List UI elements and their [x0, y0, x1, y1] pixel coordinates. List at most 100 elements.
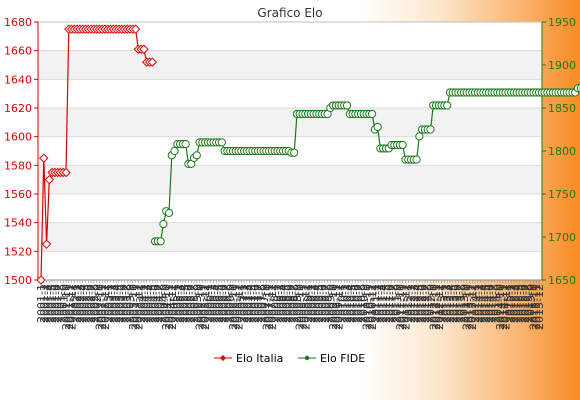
x-tick-label: 2008-8	[288, 284, 301, 323]
data-point-italia	[36, 275, 46, 285]
data-point-italia	[44, 174, 55, 185]
x-tick-label: 2001-6	[49, 284, 62, 323]
x-tick-label: 2002-8	[88, 284, 101, 323]
x-tick-label: 2001-11	[63, 284, 76, 330]
x-tick-label: 2003-12	[132, 284, 145, 330]
x-tick-label: 2001-10	[60, 284, 73, 330]
y-right-tick-label: 1800	[548, 145, 576, 158]
legend-box	[211, 348, 371, 368]
x-tick-label: 2012-11	[430, 284, 443, 330]
y-right-tick-label: 1700	[548, 231, 576, 244]
legend-item-fide[interactable]: Elo FIDE	[298, 352, 365, 365]
data-point-fide	[159, 220, 168, 229]
x-tick-label: 2006-11	[230, 284, 243, 330]
x-tick-label: 2009-8	[322, 284, 335, 323]
x-tick-label: 2012-5	[413, 284, 426, 323]
legend-item-italia[interactable]: Elo Italia	[214, 352, 283, 365]
x-tick-label: 2009-4	[310, 284, 323, 323]
x-tick-label: 2010-1	[335, 284, 348, 323]
y-left-tick-label: 1620	[4, 102, 32, 115]
x-tick-label: 2010-7	[352, 284, 365, 323]
x-tick-label: 2005-8	[188, 284, 201, 323]
x-tick-label: 2015-5	[514, 284, 527, 323]
x-tick-label: 2003-2	[105, 284, 118, 323]
x-tick-label: 2008-4	[277, 284, 290, 323]
x-tick-label: 2009-5	[313, 284, 326, 323]
x-tick-label: 2009-12	[333, 284, 346, 330]
x-tick-label: 2015-11	[530, 284, 543, 330]
x-tick-label: 2005-4	[177, 284, 190, 323]
x-tick-label: 2001-4	[43, 284, 56, 323]
legend-label-fide: Elo FIDE	[320, 352, 365, 365]
plot-band	[38, 108, 542, 137]
x-tick-label: 2006-10	[227, 284, 240, 330]
x-tick-label: 2003-11	[130, 284, 143, 330]
x-tick-label: 2002-12	[99, 284, 112, 330]
x-tick-label: 2015-7	[519, 284, 532, 323]
data-point-fide	[426, 125, 435, 134]
x-tick-label: 2008-12	[299, 284, 312, 330]
x-tick-label: 2004-8	[155, 284, 168, 323]
x-tick-label: 2005-2	[171, 284, 184, 323]
x-tick-label: 2009-2	[305, 284, 318, 323]
x-tick-label: 2002-1	[68, 284, 81, 323]
x-tick-label: 2008-3	[274, 284, 287, 323]
x-tick-label: 2011-6	[383, 284, 396, 323]
plot-band	[38, 251, 542, 280]
x-tick-label: 2006-6	[216, 284, 229, 323]
x-tick-label: 2004-7	[152, 284, 165, 323]
x-tick-label: 2014-12	[500, 284, 513, 330]
x-tick-label: 2014-1	[469, 284, 482, 323]
x-tick-label: 2004-11	[163, 284, 176, 330]
x-tick-label: 2005-9	[191, 284, 204, 323]
x-tick-label: 2009-3	[308, 284, 321, 323]
x-tick-label: 2013-3	[441, 284, 454, 323]
x-tick-label: 2003-10	[127, 284, 140, 330]
x-tick-label: 2006-4	[210, 284, 223, 323]
x-tick-label: 2003-1	[102, 284, 115, 323]
x-tick-label: 2006-5	[213, 284, 226, 323]
data-point-italia	[130, 24, 141, 34]
x-tick-label: 2012-3	[408, 284, 421, 323]
data-point-fide	[217, 138, 226, 147]
circle-marker-icon	[304, 355, 310, 361]
x-tick-label: 2002-11	[96, 284, 109, 330]
x-tick-label: 2002-3	[74, 284, 87, 323]
x-tick-label: 2013-2	[438, 284, 451, 323]
x-tick-label: 2011-8	[388, 284, 401, 323]
data-point-fide	[576, 84, 580, 93]
x-tick-label: 2004-1	[135, 284, 148, 323]
data-point-italia	[41, 239, 52, 249]
x-tick-label: 2014-3	[475, 284, 488, 323]
y-right-tick-label: 1900	[548, 59, 576, 72]
x-tick-label: 2013-6	[450, 284, 463, 323]
data-point-italia	[139, 44, 149, 54]
x-tick-label: 2010-4	[344, 284, 357, 323]
x-tick-label: 2014-2	[472, 284, 485, 323]
x-tick-label: 2006-2	[205, 284, 218, 323]
x-tick-label: 2011-10	[394, 284, 407, 330]
x-tick-label: 2014-10	[494, 284, 507, 330]
x-tick-label: 2004-4	[144, 284, 157, 323]
x-tick-label: 2011-1	[369, 284, 382, 323]
y-left-tick-label: 1660	[4, 45, 32, 58]
x-tick-label: 2014-5	[480, 284, 493, 323]
x-tick-label: 2014-8	[488, 284, 501, 323]
chart-title: Grafico Elo	[257, 6, 322, 20]
x-tick-label: 2003-6	[116, 284, 129, 323]
x-tick-label: 2002-4	[77, 284, 90, 323]
x-tick-label: 2013-5	[447, 284, 460, 323]
x-tick-label: 2008-10	[294, 284, 307, 330]
x-tick-label: 2003-4	[110, 284, 123, 323]
data-point-italia	[61, 167, 71, 178]
x-tick-label: 2010-10	[361, 284, 374, 330]
x-tick-label: 2003-3	[107, 284, 120, 323]
x-tick-label: 2009-9	[324, 284, 337, 323]
y-axis-right: 1650 1700 1750 1800 1850 1900 1950	[541, 16, 576, 287]
x-tick-label: 2012-10	[427, 284, 440, 330]
x-tick-label: 2011-12	[399, 284, 412, 330]
x-tick-label: 2001-12	[66, 284, 79, 330]
x-tick-label: 2008-11	[297, 284, 310, 330]
x-tick-label: 2005-5	[180, 284, 193, 323]
x-tick-label: 2013-7	[452, 284, 465, 323]
